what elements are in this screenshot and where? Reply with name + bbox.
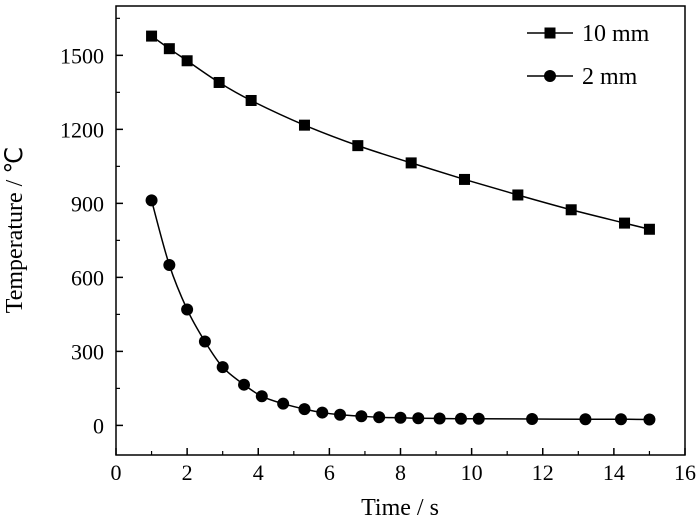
y-tick-label: 900 — [71, 191, 104, 216]
x-tick-label: 16 — [674, 460, 696, 485]
series-line-10-mm — [151, 35, 650, 230]
data-point-circle — [238, 378, 251, 391]
x-tick-label: 4 — [253, 460, 264, 485]
data-point-circle — [579, 413, 592, 426]
x-tick-label: 2 — [182, 460, 193, 485]
data-point-square — [459, 173, 471, 185]
y-axis-title: Temperature / ℃ — [2, 147, 28, 314]
data-point-circle — [526, 412, 539, 425]
y-tick-label: 1200 — [60, 117, 104, 142]
data-point-circle — [334, 408, 347, 421]
y-tick-label: 0 — [93, 413, 104, 438]
y-tick-label: 300 — [71, 339, 104, 364]
data-point-square — [619, 217, 631, 229]
data-point-square — [512, 189, 524, 201]
series-2-mm — [145, 194, 656, 426]
data-point-circle — [472, 412, 485, 425]
data-point-square — [163, 43, 175, 55]
data-point-circle — [198, 335, 211, 348]
x-tick-label: 8 — [395, 460, 406, 485]
data-point-circle — [373, 411, 386, 424]
data-point-circle — [412, 412, 425, 425]
data-point-square — [405, 157, 417, 169]
axis-ticks: 0 2 4 6 8 10 12 14 16 0 300 600 900 1200 1500 — [60, 17, 696, 485]
series-layer — [145, 30, 656, 426]
series-line-2-mm — [150, 200, 650, 421]
data-point-square — [181, 55, 193, 67]
y-tick-label: 600 — [71, 265, 104, 290]
data-point-circle — [181, 303, 194, 316]
data-point-circle — [316, 406, 329, 419]
data-point-circle — [277, 397, 290, 410]
x-tick-label: 6 — [324, 460, 335, 485]
data-point-circle — [355, 410, 368, 423]
data-point-square — [565, 204, 577, 216]
data-point-circle — [614, 413, 627, 426]
y-tick-label: 1500 — [60, 43, 104, 68]
x-tick-label: 12 — [532, 460, 554, 485]
data-point-square — [352, 140, 364, 152]
data-point-circle — [298, 403, 311, 416]
x-axis-title: Time / s — [361, 495, 439, 521]
data-point-square — [213, 76, 225, 88]
legend-marker-circle — [544, 70, 556, 82]
data-point-square — [245, 94, 257, 106]
data-point-circle — [145, 194, 158, 207]
x-tick-label: 0 — [111, 460, 122, 485]
data-point-circle — [394, 411, 407, 424]
data-point-circle — [163, 259, 176, 272]
data-point-square — [146, 30, 158, 42]
data-point-square — [298, 119, 310, 131]
series-10-mm — [146, 30, 655, 235]
x-tick-label: 14 — [603, 460, 625, 485]
data-point-circle — [255, 390, 268, 403]
data-point-square — [643, 223, 655, 235]
x-tick-label: 10 — [461, 460, 483, 485]
legend-label: 10 mm — [582, 21, 650, 47]
legend-label: 2 mm — [582, 64, 638, 90]
data-point-circle — [216, 361, 229, 374]
data-point-circle — [433, 412, 446, 425]
data-point-circle — [643, 413, 656, 426]
data-point-circle — [454, 412, 467, 425]
legend-marker-square — [544, 27, 556, 39]
legend: 10 mm 2 mm — [527, 21, 650, 90]
